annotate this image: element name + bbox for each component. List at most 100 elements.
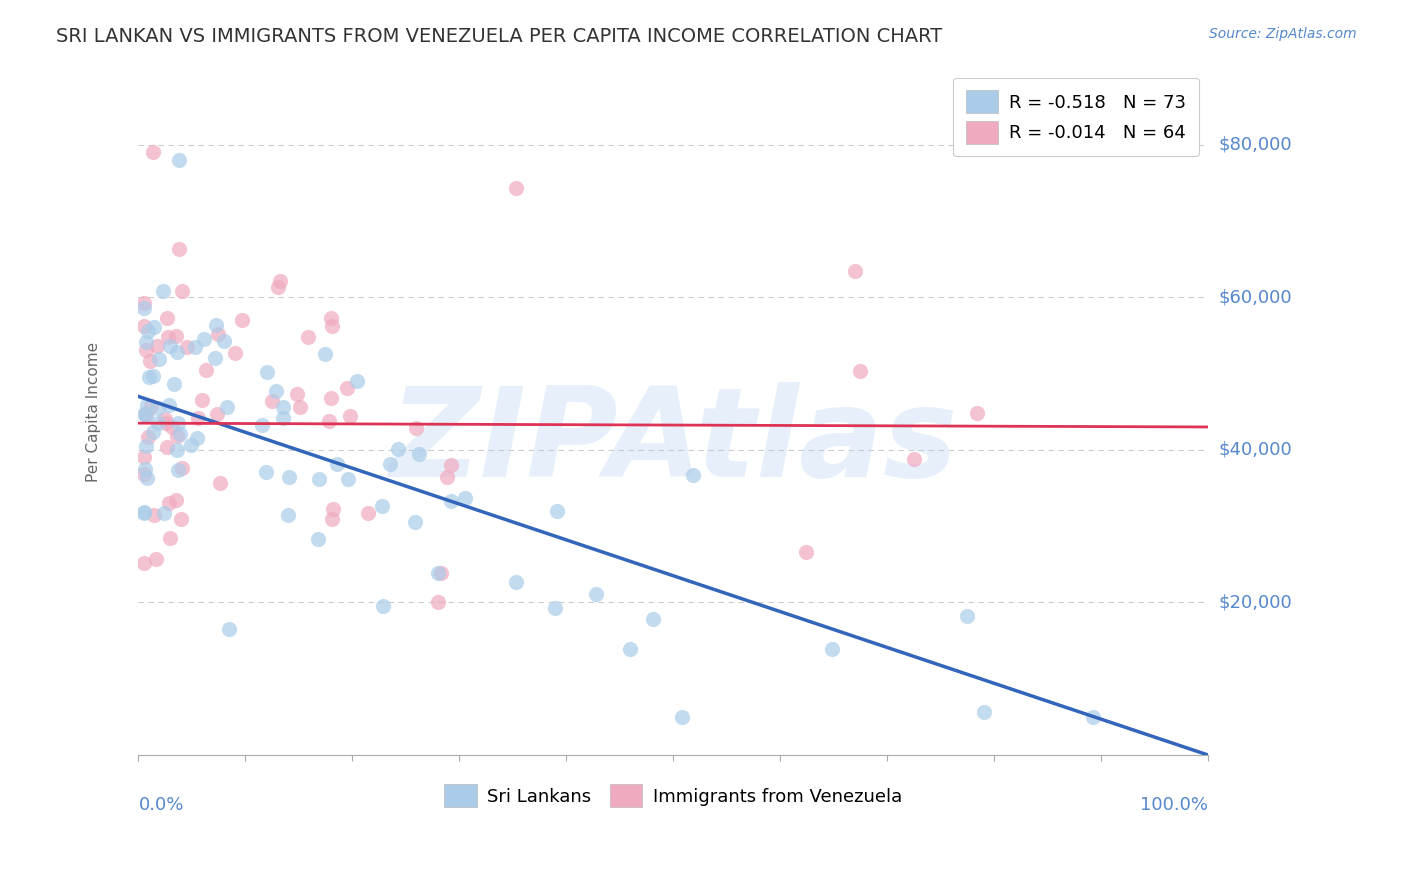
- Point: [132, 408, 155, 422]
- Point: [136, 471, 159, 485]
- Point: [136, 430, 159, 444]
- Point: [172, 461, 194, 475]
- Point: [142, 145, 165, 160]
- Point: [143, 508, 166, 522]
- Point: [146, 416, 169, 430]
- Point: [135, 335, 157, 350]
- Point: [346, 374, 368, 388]
- Point: [136, 398, 159, 412]
- Point: [285, 386, 308, 401]
- Point: [138, 370, 160, 384]
- Point: [132, 556, 155, 570]
- Point: [956, 608, 979, 623]
- Point: [156, 311, 179, 326]
- Point: [136, 324, 159, 338]
- Point: [619, 641, 641, 656]
- Point: [387, 442, 409, 456]
- Point: [135, 408, 157, 422]
- Point: [322, 501, 344, 516]
- Point: [844, 264, 866, 278]
- Point: [218, 623, 240, 637]
- Point: [187, 411, 209, 425]
- Point: [166, 428, 188, 442]
- Point: [404, 515, 426, 529]
- Point: [132, 319, 155, 334]
- Point: [134, 462, 156, 476]
- Point: [337, 472, 360, 486]
- Point: [145, 339, 167, 353]
- Point: [156, 440, 179, 454]
- Point: [170, 512, 193, 526]
- Point: [160, 419, 183, 434]
- Point: [157, 398, 180, 412]
- Point: [682, 468, 704, 483]
- Point: [167, 153, 190, 167]
- Point: [135, 439, 157, 453]
- Point: [973, 705, 995, 719]
- Point: [145, 552, 167, 566]
- Point: [269, 274, 291, 288]
- Text: 100.0%: 100.0%: [1140, 796, 1208, 814]
- Point: [155, 416, 177, 430]
- Point: [256, 365, 278, 379]
- Text: SRI LANKAN VS IMMIGRANTS FROM VENEZUELA PER CAPITA INCOME CORRELATION CHART: SRI LANKAN VS IMMIGRANTS FROM VENEZUELA …: [56, 27, 942, 45]
- Point: [250, 417, 273, 432]
- Point: [262, 393, 284, 408]
- Point: [505, 180, 527, 194]
- Point: [135, 343, 157, 357]
- Point: [166, 416, 188, 430]
- Point: [205, 407, 228, 421]
- Point: [278, 470, 301, 484]
- Point: [217, 400, 239, 414]
- Point: [166, 345, 188, 359]
- Point: [132, 450, 155, 464]
- Point: [186, 431, 208, 445]
- Point: [157, 330, 180, 344]
- Point: [169, 427, 191, 442]
- Point: [371, 500, 394, 514]
- Text: 0.0%: 0.0%: [138, 796, 184, 814]
- Point: [132, 301, 155, 316]
- Point: [454, 491, 477, 505]
- Point: [132, 467, 155, 481]
- Point: [165, 329, 187, 343]
- Point: [224, 346, 246, 360]
- Point: [214, 334, 236, 349]
- Point: [821, 641, 844, 656]
- Point: [163, 377, 186, 392]
- Point: [152, 284, 174, 298]
- Point: [135, 407, 157, 421]
- Point: [440, 458, 463, 473]
- Point: [427, 566, 450, 580]
- Point: [440, 494, 463, 508]
- Point: [176, 340, 198, 354]
- Point: [148, 351, 170, 366]
- Point: [966, 406, 988, 420]
- Point: [505, 575, 527, 590]
- Point: [155, 412, 177, 426]
- Point: [318, 414, 340, 428]
- Point: [204, 318, 226, 333]
- Point: [167, 242, 190, 256]
- Text: Per Capita Income: Per Capita Income: [86, 342, 101, 482]
- Point: [1081, 710, 1104, 724]
- Text: $80,000: $80,000: [1219, 136, 1292, 153]
- Point: [167, 463, 190, 477]
- Point: [314, 347, 336, 361]
- Point: [271, 411, 294, 425]
- Point: [166, 443, 188, 458]
- Point: [427, 594, 450, 608]
- Point: [264, 384, 287, 399]
- Point: [146, 401, 169, 415]
- Text: $60,000: $60,000: [1219, 288, 1292, 306]
- Point: [132, 506, 155, 520]
- Point: [325, 458, 347, 472]
- Point: [271, 400, 294, 414]
- Point: [405, 421, 427, 435]
- Point: [180, 438, 202, 452]
- Point: [307, 532, 329, 546]
- Point: [170, 285, 193, 299]
- Point: [794, 544, 817, 558]
- Point: [297, 330, 319, 344]
- Point: [157, 496, 180, 510]
